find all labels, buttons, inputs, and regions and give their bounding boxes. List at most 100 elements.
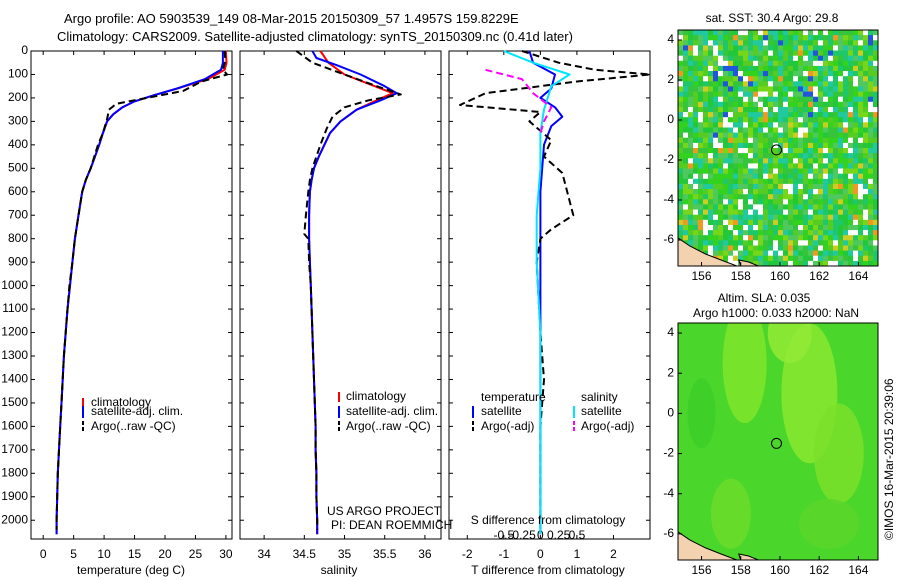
sst-cell	[843, 55, 849, 62]
sst-cell	[703, 40, 709, 46]
sst-cell	[728, 35, 734, 41]
sst-cell	[763, 194, 769, 200]
sst-cell	[868, 81, 874, 87]
sst-cell	[843, 122, 849, 128]
sst-cell	[818, 214, 824, 221]
sst-cell	[823, 50, 829, 56]
depth-tick-label: 900	[8, 254, 28, 268]
map-x-tick-label: 158	[731, 563, 751, 577]
legend-satellite-label: satellite-adj. clim.	[346, 404, 438, 418]
sst-cell	[863, 55, 869, 62]
sst-cell	[713, 30, 719, 36]
sst-cell	[793, 117, 799, 123]
sst-cell	[773, 60, 779, 67]
sst-cell	[778, 81, 784, 87]
sst-cell	[783, 86, 789, 92]
sst-cell	[828, 173, 834, 180]
sst-cell	[843, 240, 849, 246]
sst-cell	[823, 91, 829, 98]
sst-cell	[813, 225, 819, 231]
sst-cell	[868, 86, 874, 92]
sst-cell	[818, 122, 824, 128]
sst-cell	[818, 260, 824, 266]
sst-cell	[788, 76, 794, 82]
sst-cell	[823, 40, 829, 46]
sst-cell	[733, 86, 739, 92]
sst-cell	[793, 45, 799, 51]
sst-cell	[838, 168, 844, 174]
sst-cell	[718, 35, 724, 41]
sst-cell	[853, 163, 859, 169]
depth-tick-label: 500	[8, 160, 28, 174]
sst-cell	[703, 107, 709, 113]
sst-cell	[773, 112, 779, 118]
sst-cell	[733, 214, 739, 221]
sst-cell	[693, 96, 699, 103]
sst-cell	[768, 163, 774, 169]
map-y-tick-label: 0	[667, 112, 674, 126]
sst-cell	[873, 219, 878, 226]
sst-cell	[778, 137, 784, 144]
sst-cell	[698, 127, 704, 133]
sst-cell	[688, 163, 694, 169]
sst-cell	[808, 137, 814, 144]
sst-cell	[683, 86, 689, 92]
sst-cell	[793, 107, 799, 113]
sst-cell	[813, 86, 819, 92]
sst-cell	[843, 260, 849, 266]
sst-cell	[748, 55, 754, 62]
sst-cell	[743, 178, 749, 185]
sst-cell	[808, 173, 814, 180]
sst-cell	[853, 127, 859, 133]
sst-cell	[723, 107, 729, 113]
sst-cell	[843, 86, 849, 92]
sst-cell	[733, 153, 739, 159]
sst-cell	[853, 168, 859, 174]
sst-cell	[823, 81, 829, 87]
sst-cell	[788, 240, 794, 246]
sst-cell	[803, 112, 809, 118]
sst-cell	[688, 168, 694, 174]
sst-cell	[858, 137, 864, 144]
sst-cell	[728, 30, 734, 36]
sst-cell	[863, 183, 869, 190]
sst-cell	[693, 137, 699, 144]
sst-cell	[688, 230, 694, 236]
sst-cell	[788, 137, 794, 144]
sst-cell	[843, 142, 849, 149]
sst-cell	[823, 112, 829, 118]
sst-cell	[683, 199, 689, 205]
sst-cell	[788, 122, 794, 128]
sst-cell	[823, 96, 829, 103]
sst-cell	[868, 255, 874, 262]
sst-cell	[818, 127, 824, 133]
sst-cell	[808, 235, 814, 241]
sst-cell	[698, 91, 704, 98]
sst-cell	[853, 112, 859, 118]
sst-cell	[818, 219, 824, 226]
sst-cell	[803, 132, 809, 139]
sst-cell	[758, 183, 764, 190]
x-tick-label: 36	[418, 547, 432, 561]
sst-cell	[748, 86, 754, 92]
sst-cell	[793, 142, 799, 149]
sst-cell	[853, 137, 859, 144]
sst-cell	[838, 71, 844, 77]
sst-cell	[838, 132, 844, 139]
sst-cell	[868, 96, 874, 103]
sst-cell	[778, 168, 784, 174]
sst-cell	[753, 148, 759, 154]
sst-cell	[708, 142, 714, 149]
sst-cell	[718, 71, 724, 77]
sst-cell	[713, 71, 719, 77]
sst-cell	[868, 50, 874, 56]
sst-cell	[823, 163, 829, 169]
sst-cell	[748, 235, 754, 241]
sst-cell	[713, 250, 719, 257]
sst-cell	[808, 260, 814, 266]
sst-cell	[778, 96, 784, 103]
sst-cell	[868, 235, 874, 241]
sst-cell	[833, 204, 839, 210]
sst-cell	[718, 55, 724, 62]
sst-cell	[778, 230, 784, 236]
